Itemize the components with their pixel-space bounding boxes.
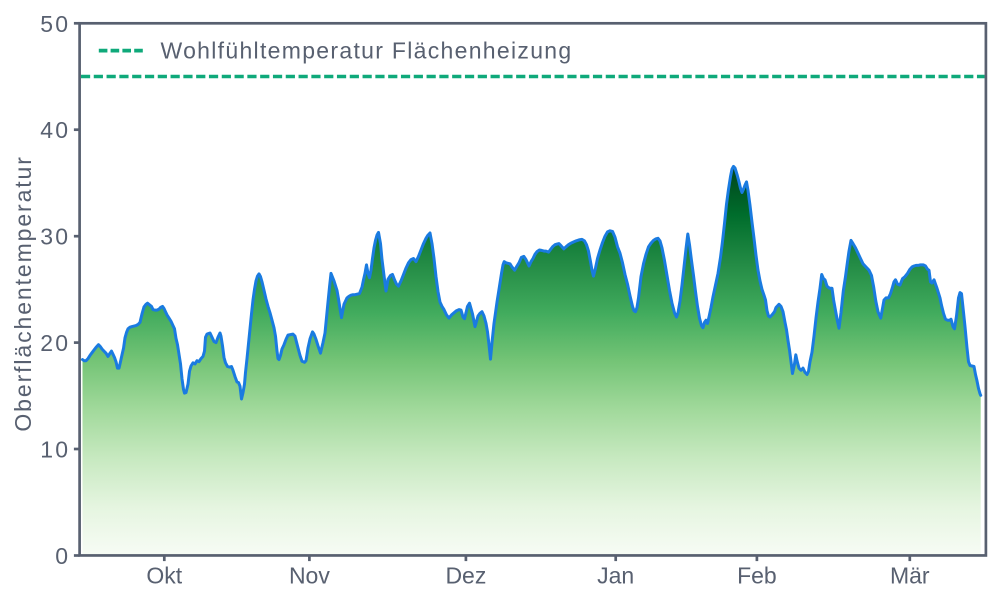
svg-text:Nov: Nov bbox=[289, 563, 330, 589]
svg-text:Mär: Mär bbox=[890, 563, 930, 589]
svg-text:Feb: Feb bbox=[737, 563, 777, 589]
svg-text:50: 50 bbox=[40, 11, 70, 37]
svg-text:Dez: Dez bbox=[445, 563, 486, 589]
svg-text:40: 40 bbox=[40, 117, 70, 143]
svg-text:Jan: Jan bbox=[597, 563, 634, 589]
svg-text:10: 10 bbox=[40, 437, 70, 463]
svg-text:0: 0 bbox=[55, 543, 70, 569]
svg-text:Oberflächentemperatur: Oberflächentemperatur bbox=[10, 155, 36, 431]
svg-text:20: 20 bbox=[40, 330, 70, 356]
svg-text:Wohlfühltemperatur Flächenheiz: Wohlfühltemperatur Flächenheizung bbox=[161, 37, 573, 63]
svg-text:Okt: Okt bbox=[146, 563, 182, 589]
svg-text:30: 30 bbox=[40, 224, 70, 250]
